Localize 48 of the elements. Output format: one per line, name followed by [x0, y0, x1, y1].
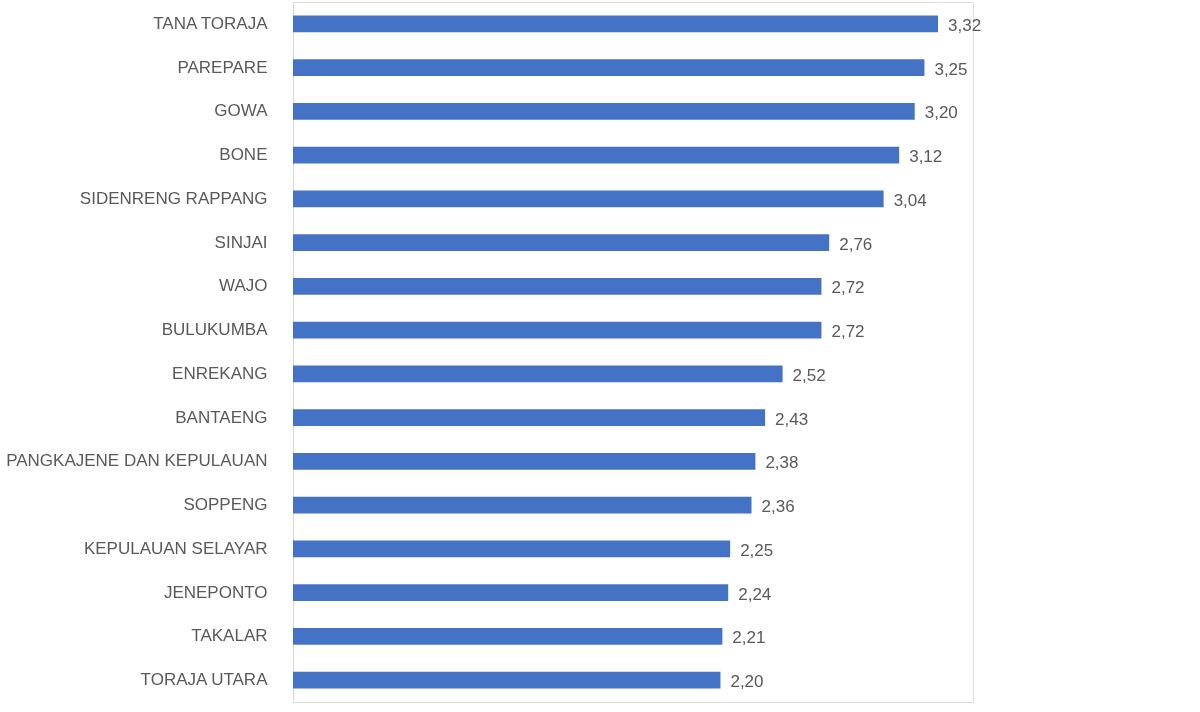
- data-label: 2,20: [730, 672, 764, 692]
- bar: [293, 540, 731, 558]
- y-tick-label: ENREKANG: [172, 363, 268, 383]
- y-tick-label: PAREPARE: [177, 57, 268, 77]
- y-tick-label: BANTAENG: [175, 407, 268, 427]
- y-tick-label: GOWA: [214, 101, 269, 121]
- data-label: 2,36: [761, 497, 795, 517]
- data-label: 2,21: [732, 628, 766, 648]
- data-label: 2,38: [765, 453, 799, 473]
- data-label: 2,43: [775, 409, 809, 429]
- y-tick-label: SOPPENG: [183, 495, 268, 515]
- y-tick-label: BONE: [219, 145, 268, 165]
- bar: [293, 409, 766, 426]
- bar: [293, 59, 925, 76]
- bar: [293, 365, 783, 383]
- bar: [293, 278, 822, 295]
- data-label: 3,32: [948, 15, 982, 35]
- bar: [293, 584, 729, 601]
- bar: [293, 321, 822, 339]
- data-label: 2,72: [831, 278, 865, 298]
- bar: [293, 496, 752, 514]
- bar: [293, 103, 915, 120]
- bar: [293, 190, 884, 208]
- y-tick-label: TANA TORAJA: [153, 13, 269, 33]
- data-label: 2,25: [740, 540, 774, 560]
- bar: [293, 628, 723, 645]
- y-tick-label: TAKALAR: [191, 626, 268, 646]
- data-label: 2,76: [839, 234, 873, 254]
- y-tick-label: BULUKUMBA: [161, 320, 269, 340]
- data-label: 2,52: [792, 365, 826, 385]
- y-tick-label: KEPULAUAN SELAYAR: [83, 538, 268, 558]
- data-label: 3,25: [934, 59, 968, 79]
- bar: [293, 146, 900, 164]
- data-label: 3,20: [924, 103, 958, 123]
- data-label: 2,72: [831, 322, 865, 342]
- bar: [293, 671, 721, 689]
- y-tick-label: WAJO: [219, 276, 268, 296]
- data-label: 3,04: [893, 190, 927, 210]
- data-label: 2,24: [738, 584, 772, 604]
- y-tick-label: SIDENRENG RAPPANG: [79, 188, 268, 208]
- y-tick-label: TORAJA UTARA: [140, 670, 269, 690]
- bar: [293, 453, 756, 470]
- data-label: 3,12: [909, 147, 943, 167]
- y-tick-label: SINJAI: [214, 232, 268, 252]
- bar: [293, 15, 939, 33]
- bar: [293, 234, 830, 251]
- y-tick-label: PANGKAJENE DAN KEPULAUAN: [6, 451, 268, 471]
- y-tick-label: JENEPONTO: [163, 582, 268, 602]
